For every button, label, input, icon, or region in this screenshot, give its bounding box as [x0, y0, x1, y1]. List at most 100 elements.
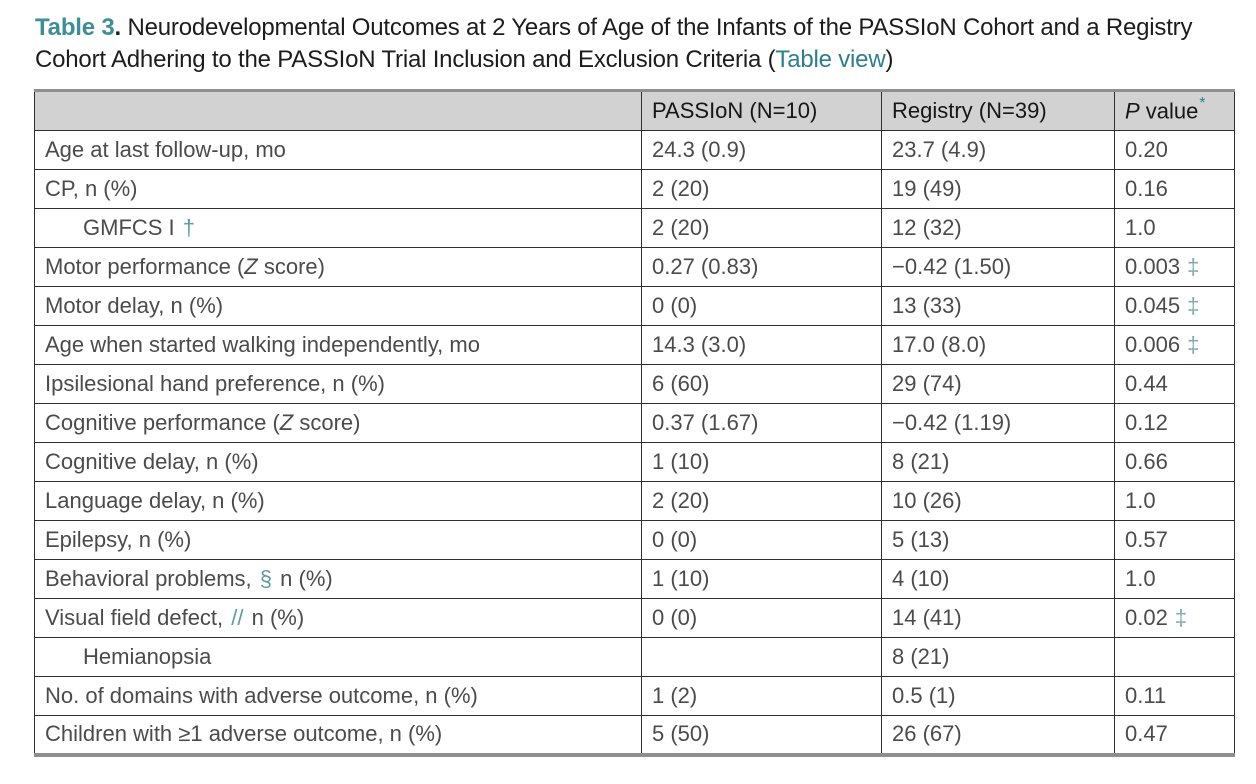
registry-value: 5 (13) [881, 520, 1115, 560]
p-value: 1.0 [1114, 208, 1235, 248]
footnote-symbol: † [182, 215, 196, 240]
label-text: Visual field defect, [45, 605, 230, 630]
p-value-text: 1.0 [1125, 488, 1156, 513]
label-text: Ipsilesional hand preference, n (%) [45, 371, 385, 396]
p-value-text: 0.66 [1125, 449, 1168, 474]
row-label: Age at last follow-up, mo [34, 130, 642, 170]
label-text: Epilepsy, n (%) [45, 527, 192, 552]
footnote-symbol: // [231, 605, 244, 630]
registry-value: 4 (10) [881, 559, 1115, 599]
table-number: Table 3 [35, 14, 115, 41]
label-italic: Z [279, 410, 294, 435]
label-text: Motor performance ( [45, 254, 245, 279]
label-text: Motor delay, n (%) [45, 293, 224, 318]
header-pvalue: P value* [1114, 90, 1235, 131]
registry-value: 29 (74) [881, 364, 1115, 404]
p-value: 1.0 [1114, 481, 1235, 521]
double-dagger-symbol: ‡ [1187, 293, 1200, 318]
registry-value: −0.42 (1.19) [881, 403, 1115, 443]
passion-value: 2 (20) [641, 169, 882, 209]
header-empty-cell [34, 90, 642, 131]
passion-value: 2 (20) [641, 481, 882, 521]
registry-value: 8 (21) [881, 442, 1115, 482]
double-dagger-symbol: ‡ [1187, 332, 1200, 357]
label-text: Hemianopsia [83, 644, 212, 669]
p-value: 0.20 [1114, 130, 1235, 170]
label-text: Language delay, n (%) [45, 488, 265, 513]
article-table-section: Table 3. Neurodevelopmental Outcomes at … [34, 12, 1240, 757]
label-italic: Z [244, 254, 258, 279]
table-row: Hemianopsia 8 (21) [34, 637, 1235, 677]
caption-period: . [114, 14, 128, 41]
table-row: Age when started walking independently, … [34, 325, 1235, 365]
header-registry: Registry (N=39) [881, 90, 1115, 131]
passion-value: 24.3 (0.9) [641, 130, 882, 170]
row-label: CP, n (%) [34, 169, 642, 209]
registry-value: 8 (21) [881, 637, 1115, 677]
table-view-link[interactable]: Table view [775, 46, 886, 73]
table-row: Cognitive performance (Z score) 0.37 (1.6… [34, 403, 1235, 443]
p-value: 0.045 ‡ [1114, 286, 1235, 326]
label-text: Behavioral problems, [45, 566, 258, 591]
passion-value: 14.3 (3.0) [641, 325, 882, 365]
double-dagger-symbol: ‡ [1187, 254, 1200, 279]
row-label: Visual field defect, // n (%) [34, 598, 642, 638]
footnote-symbol: § [259, 566, 273, 591]
passion-value: 0.27 (0.83) [641, 247, 882, 287]
p-value-text: 0.02 [1125, 605, 1168, 630]
p-value: 0.006 ‡ [1114, 325, 1235, 365]
header-passion: PASSIoN (N=10) [641, 90, 882, 131]
registry-value: 12 (32) [881, 208, 1115, 248]
passion-value: 2 (20) [641, 208, 882, 248]
p-value-text: 0.47 [1125, 721, 1168, 747]
table-row: No. of domains with adverse outcome, n (… [34, 676, 1235, 716]
p-value-text: 0.20 [1125, 137, 1168, 162]
p-value-text: 0.57 [1125, 527, 1168, 552]
label-text: n (%) [245, 605, 305, 630]
row-label: Epilepsy, n (%) [34, 520, 642, 560]
p-value-text: 0.045 [1125, 293, 1181, 318]
label-text: score) [293, 410, 361, 435]
p-value: 0.47 [1114, 715, 1235, 755]
registry-value: −0.42 (1.50) [881, 247, 1115, 287]
label-text: Age when started walking independently, … [45, 332, 480, 357]
passion-value: 0 (0) [641, 286, 882, 326]
caption-suffix: ) [885, 46, 894, 73]
passion-value: 1 (2) [641, 676, 882, 716]
p-value-text: 0.12 [1125, 410, 1168, 435]
label-text: Age at last follow-up, mo [45, 137, 286, 162]
passion-value: 1 (10) [641, 559, 882, 599]
p-value: 0.11 [1114, 676, 1235, 716]
registry-value: 17.0 (8.0) [881, 325, 1115, 365]
p-value: 0.12 [1114, 403, 1235, 443]
table-row: Children with ≥1 adverse outcome, n (%) 5… [34, 715, 1235, 755]
table-caption: Table 3. Neurodevelopmental Outcomes at … [35, 12, 1240, 76]
p-value: 0.02 ‡ [1114, 598, 1235, 638]
p-value-text: 0.16 [1125, 176, 1168, 201]
registry-value: 14 (41) [881, 598, 1115, 638]
registry-value: 10 (26) [881, 481, 1115, 521]
p-value-text: 1.0 [1125, 215, 1156, 240]
p-value: 0.003 ‡ [1114, 247, 1235, 287]
passion-value: 5 (50) [641, 715, 882, 755]
row-label: No. of domains with adverse outcome, n (… [34, 676, 642, 716]
table-row: Language delay, n (%) 2 (20) 10 (26) 1.0 [34, 481, 1235, 521]
passion-value [641, 637, 882, 677]
table-row: Motor performance (Z score) 0.27 (0.83) −0… [34, 247, 1235, 287]
label-text: Cognitive delay, n (%) [45, 449, 259, 474]
row-label: Age when started walking independently, … [34, 325, 642, 365]
row-label: GMFCS I † [34, 208, 642, 248]
row-label: Hemianopsia [34, 637, 642, 677]
label-text: CP, n (%) [45, 176, 138, 201]
p-value: 1.0 [1114, 559, 1235, 599]
table-row: Visual field defect, // n (%) 0 (0) 14 (41… [34, 598, 1235, 638]
table-row: Behavioral problems, § n (%) 1 (10) 4 (10)… [34, 559, 1235, 599]
table-body: Age at last follow-up, mo 24.3 (0.9) 23.7 … [34, 130, 1235, 755]
caption-text: Neurodevelopmental Outcomes at 2 Years o… [35, 14, 1193, 73]
registry-value: 23.7 (4.9) [881, 130, 1115, 170]
registry-value: 26 (67) [881, 715, 1115, 755]
p-value: 0.44 [1114, 364, 1235, 404]
table-row: Ipsilesional hand preference, n (%) 6 (60… [34, 364, 1235, 404]
passion-value: 6 (60) [641, 364, 882, 404]
p-value-text: 0.003 [1125, 254, 1181, 279]
